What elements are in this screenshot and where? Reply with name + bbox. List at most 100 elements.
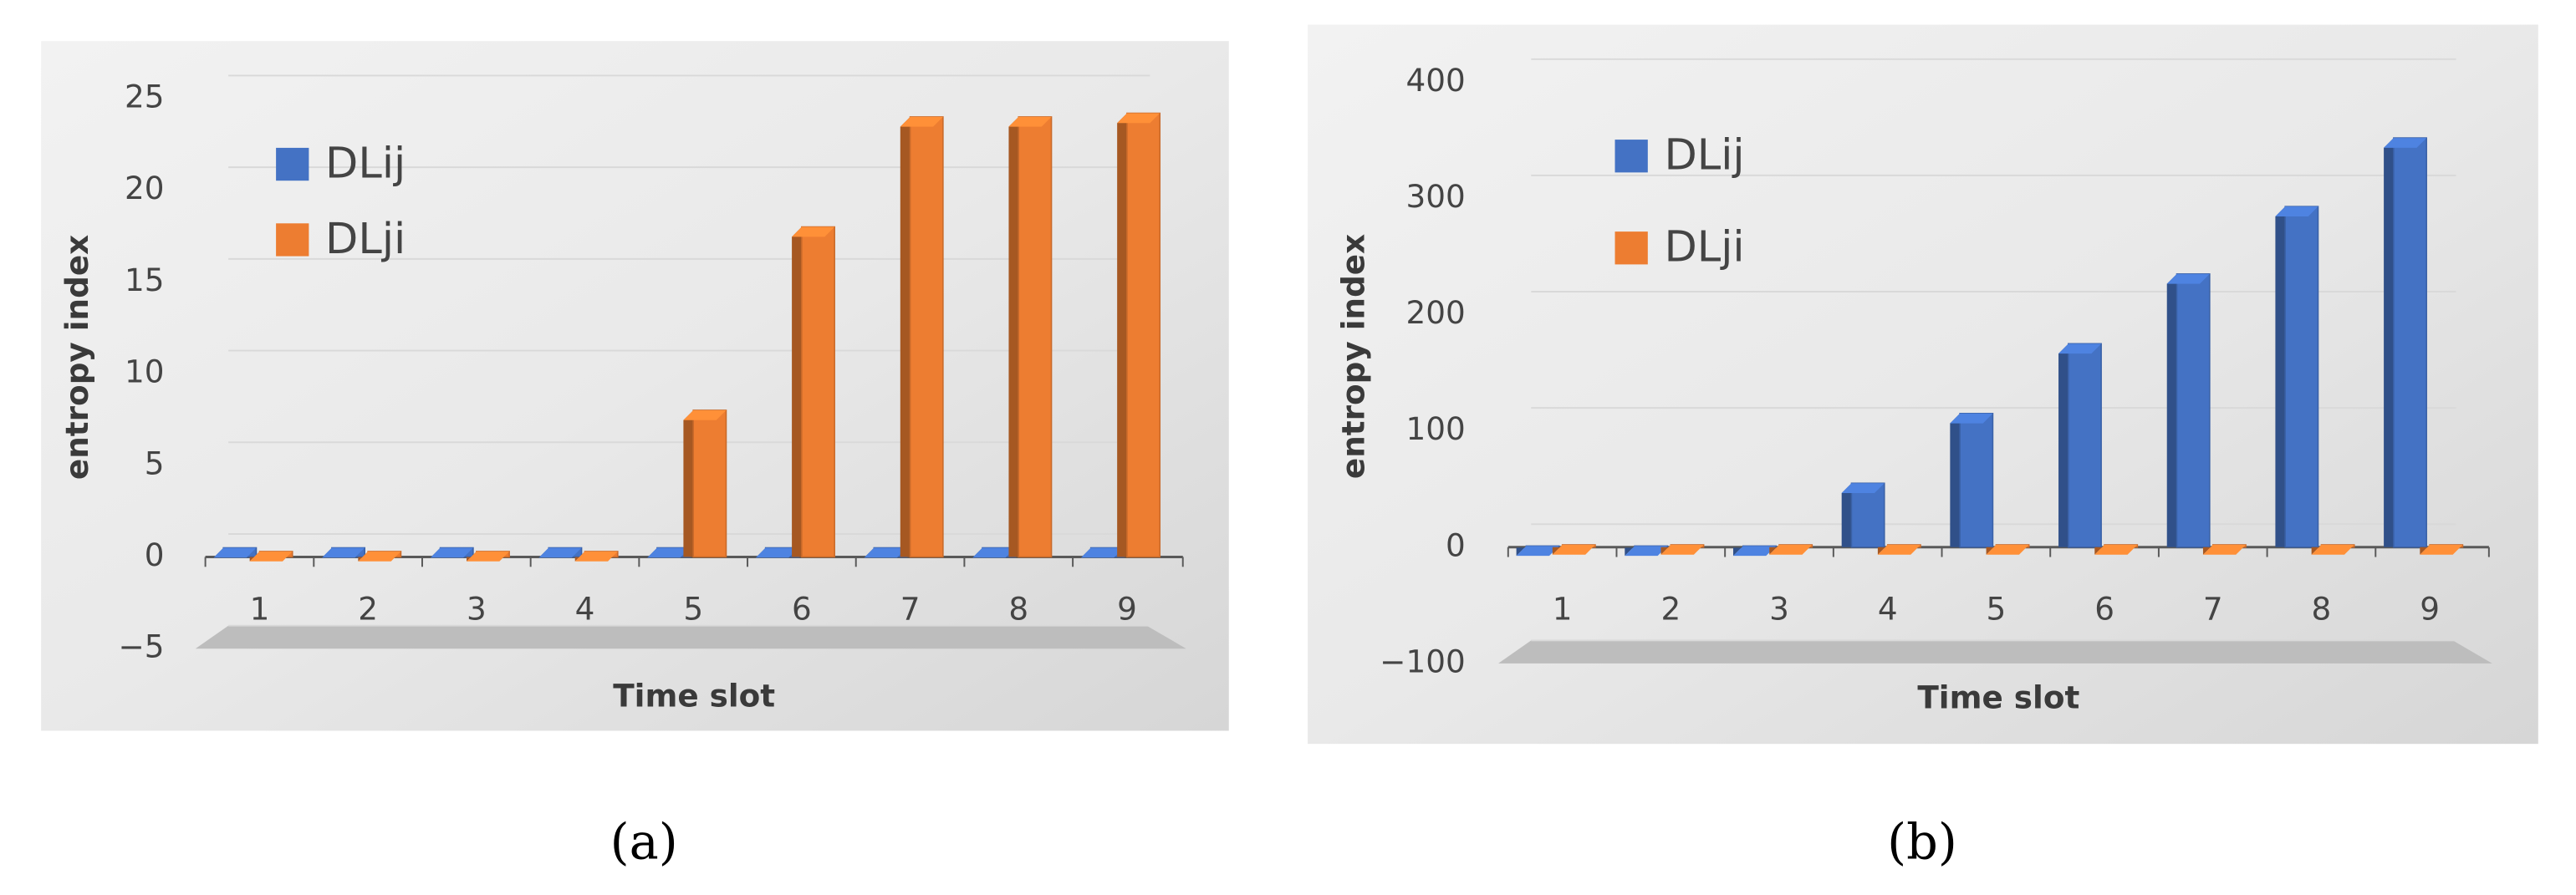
x-tick-label: 1 (250, 591, 270, 628)
bar-side (1117, 113, 1127, 557)
y-tick-label: −5 (118, 628, 164, 665)
bar-top (864, 547, 907, 558)
y-tick-label: 25 (125, 78, 164, 114)
bar-top (647, 547, 691, 558)
panel-label: (a) (610, 813, 678, 871)
x-tick-label: 7 (900, 591, 921, 628)
bar-top (792, 226, 835, 237)
bar (2284, 206, 2319, 548)
bar-top (900, 116, 943, 127)
legend-swatch (276, 223, 309, 257)
y-tick-label: 100 (1405, 410, 1465, 447)
bar-top (538, 547, 582, 558)
bar (1850, 482, 1885, 548)
bar-top (1732, 546, 1777, 557)
bar (909, 116, 944, 558)
legend-swatch (276, 147, 309, 181)
bar (2176, 273, 2211, 548)
floor (195, 625, 1186, 649)
legend-label: DLji (325, 215, 406, 264)
bar-top (322, 547, 365, 558)
y-tick-label: 400 (1405, 62, 1465, 99)
y-tick-label: 20 (125, 170, 164, 206)
bar-top (1625, 546, 1668, 557)
bar-top (574, 551, 618, 562)
bar (1959, 413, 1994, 548)
x-tick-label: 9 (1117, 591, 1137, 628)
y-tick-label: 10 (125, 353, 164, 390)
x-tick-label: 8 (2312, 591, 2332, 628)
panel-label: (b) (1887, 813, 1957, 871)
bar-side (792, 226, 802, 557)
bar (801, 226, 835, 558)
bar-top (249, 551, 293, 562)
x-axis-title: Time slot (1917, 679, 2079, 716)
legend-label: DLji (1664, 223, 1744, 272)
bar-top (430, 547, 473, 558)
x-axis-title: Time slot (613, 678, 775, 714)
chart-panel: −5 0 5 10 15 20 25 1 2 3 4 5 6 7 8 9 DLij DLji entropy ind… (41, 41, 1229, 871)
bar-top (2275, 206, 2318, 216)
bar-side (683, 409, 694, 557)
y-tick-label: −100 (1380, 643, 1466, 679)
bar-top (1950, 413, 1993, 424)
y-axis-title: entropy index (59, 235, 95, 480)
x-tick-label: 2 (1660, 591, 1681, 628)
bar-top (213, 547, 257, 558)
bar (1126, 112, 1161, 558)
bar-top (2311, 544, 2354, 555)
bar-top (1986, 544, 2029, 555)
x-tick-label: 7 (2203, 591, 2223, 628)
x-tick-label: 1 (1553, 591, 1573, 628)
bar-top (1008, 116, 1052, 127)
bar-top (2420, 544, 2463, 555)
bar-side (2275, 206, 2286, 547)
plot-background (1308, 24, 2538, 745)
bar-side (900, 116, 911, 557)
bar (2068, 343, 2102, 548)
bar-top (2094, 544, 2138, 555)
bar-top (1660, 544, 1704, 555)
bar-top (358, 551, 401, 562)
chart-panel: −100 0 100 200 300 400 1 2 3 4 5 6 7 8 9 DLij DLji entrop… (1308, 24, 2538, 871)
y-tick-label: 200 (1405, 294, 1465, 331)
x-tick-label: 5 (1987, 591, 2007, 628)
y-axis-title: entropy index (1335, 234, 1372, 479)
y-tick-label: 300 (1405, 178, 1465, 215)
y-tick-label: 0 (1446, 526, 1466, 563)
bar-top (1877, 544, 1921, 555)
bar-side (1950, 413, 1961, 547)
bar-top (1080, 547, 1125, 558)
bar (692, 409, 727, 558)
bar-top (467, 551, 510, 562)
bar-top (1769, 544, 1813, 555)
y-tick-label: 15 (125, 262, 164, 298)
x-tick-label: 3 (1769, 591, 1789, 628)
bar-top (1841, 483, 1885, 494)
bar-top (2202, 544, 2247, 555)
x-tick-label: 4 (1878, 591, 1898, 628)
bar-top (1516, 546, 1559, 557)
bar-top (2166, 273, 2210, 284)
y-tick-label: 0 (145, 536, 165, 573)
x-tick-label: 4 (575, 591, 595, 628)
x-tick-label: 3 (467, 591, 487, 628)
x-tick-label: 6 (2094, 591, 2114, 628)
legend-label: DLij (1664, 131, 1744, 181)
x-tick-label: 5 (683, 591, 703, 628)
floor (1498, 640, 2492, 664)
legend-swatch (1614, 140, 1648, 173)
x-tick-label: 9 (2420, 591, 2440, 628)
bar-top (1552, 544, 1595, 555)
bar (2393, 137, 2427, 548)
bar-top (2058, 343, 2102, 354)
y-tick-label: 5 (145, 445, 165, 481)
bar-side (1008, 116, 1019, 557)
bar-side (2166, 273, 2177, 547)
legend-label: DLij (325, 140, 406, 189)
bar-top (683, 409, 727, 420)
bar-top (755, 547, 798, 558)
bar (1018, 116, 1053, 558)
